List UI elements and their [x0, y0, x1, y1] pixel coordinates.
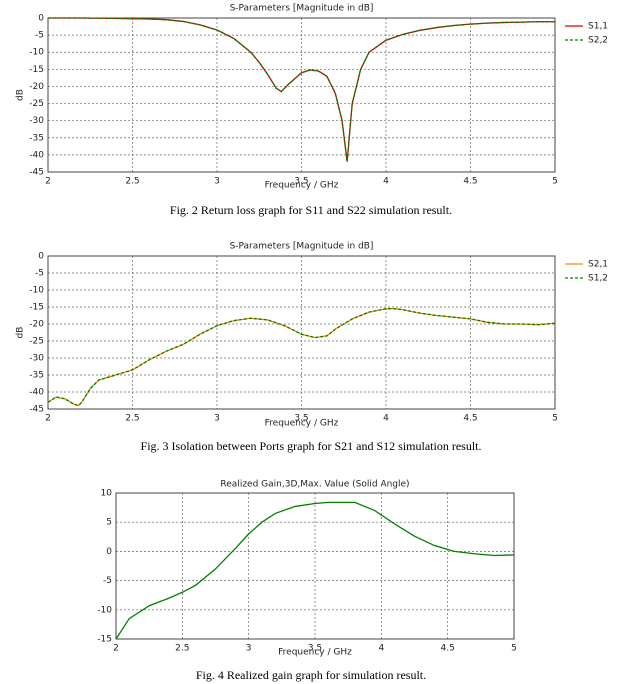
x-tick-label: 4.5 — [463, 177, 477, 187]
x-tick-label: 4.5 — [463, 414, 477, 424]
y-tick-label: -30 — [29, 354, 44, 364]
x-tick-label: 5 — [552, 414, 558, 424]
plot-frame — [47, 17, 556, 173]
y-tick-label: -40 — [29, 150, 44, 160]
y-tick-label: 10 — [101, 489, 113, 499]
y-tick-label: -5 — [35, 269, 44, 279]
y-tick-label: 0 — [106, 547, 112, 557]
x-tick-label: 5 — [552, 177, 558, 187]
y-tick-label: -30 — [29, 116, 44, 126]
y-tick-label: -15 — [29, 65, 44, 75]
chart-title: Realized Gain,3D,Max. Value (Solid Angle… — [220, 480, 409, 490]
legend-label: S1,2 — [588, 274, 608, 284]
x-tick-label: 4 — [378, 644, 384, 654]
x-tick-label: 2.5 — [175, 644, 189, 654]
x-axis-label: Frequency / GHz — [278, 648, 352, 658]
y-tick-label: -15 — [29, 303, 44, 313]
data-line — [115, 501, 515, 640]
legend-label: S2,2 — [588, 36, 608, 46]
y-tick-label: -45 — [29, 168, 44, 178]
chart-title: S-Parameters [Magnitude in dB] — [230, 4, 374, 14]
y-tick-label: 0 — [38, 14, 44, 24]
figure-caption: Fig. 3 Isolation between Ports graph for… — [141, 439, 482, 453]
x-tick-label: 2.5 — [125, 414, 139, 424]
x-tick-label: 3 — [214, 177, 220, 187]
chart-title: S-Parameters [Magnitude in dB] — [230, 242, 374, 252]
x-tick-label: 3.5 — [294, 414, 308, 424]
data-line — [47, 308, 556, 407]
x-tick-label: 4.5 — [441, 644, 455, 654]
x-tick-label: 3.5 — [294, 177, 308, 187]
x-tick-label: 3 — [246, 644, 252, 654]
plot-frame — [115, 492, 515, 640]
y-tick-label: 5 — [106, 518, 112, 528]
y-axis-label: dB — [16, 89, 26, 101]
data-line — [48, 17, 555, 162]
plot-frame — [47, 255, 556, 410]
y-tick-label: -20 — [29, 320, 44, 330]
figure-caption: Fig. 2 Return loss graph for S11 and S22… — [170, 203, 452, 217]
x-tick-label: 2 — [45, 177, 51, 187]
x-tick-label: 2.5 — [125, 177, 139, 187]
y-tick-label: -5 — [103, 576, 112, 586]
figure-caption: Fig. 4 Realized gain graph for simulatio… — [196, 668, 426, 682]
y-tick-label: -25 — [29, 337, 44, 347]
x-tick-label: 3 — [214, 414, 220, 424]
y-tick-label: -10 — [29, 48, 44, 58]
y-tick-label: -20 — [29, 82, 44, 92]
y-axis-label: dB — [16, 327, 26, 339]
y-tick-label: -10 — [29, 286, 44, 296]
legend-label: S2,1 — [588, 260, 608, 270]
x-tick-label: 2 — [113, 644, 119, 654]
y-tick-label: 0 — [38, 252, 44, 262]
legend-label: S1,1 — [588, 22, 608, 32]
y-tick-label: -45 — [29, 405, 44, 415]
y-tick-label: -35 — [29, 133, 44, 143]
y-tick-label: -10 — [97, 605, 112, 615]
y-tick-label: -5 — [35, 31, 44, 41]
x-tick-label: 4 — [383, 177, 389, 187]
y-tick-label: -35 — [29, 371, 44, 381]
x-axis-label: Frequency / GHz — [265, 181, 339, 191]
y-tick-label: -40 — [29, 388, 44, 398]
x-axis-label: Frequency / GHz — [265, 419, 339, 429]
y-tick-label: -15 — [97, 635, 112, 645]
x-tick-label: 5 — [511, 644, 517, 654]
y-tick-label: -25 — [29, 99, 44, 109]
x-tick-label: 4 — [383, 414, 389, 424]
x-tick-label: 3.5 — [308, 644, 322, 654]
x-tick-label: 2 — [45, 414, 51, 424]
